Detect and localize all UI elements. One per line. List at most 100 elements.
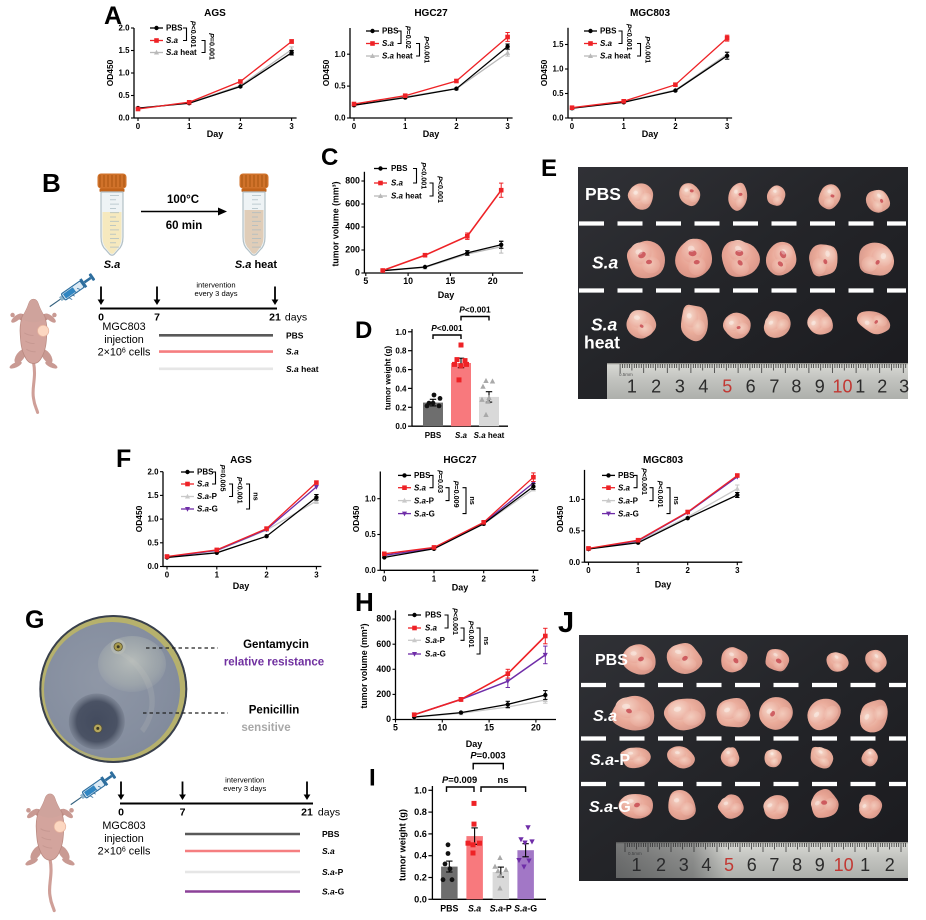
svg-text:5: 5 [363, 276, 368, 286]
svg-text:OD450: OD450 [105, 59, 115, 86]
svg-text:1: 1 [403, 122, 408, 131]
svg-text:0.5: 0.5 [365, 530, 377, 539]
svg-text:0.0: 0.0 [414, 894, 427, 904]
svg-text:2: 2 [651, 377, 661, 397]
svg-text:PBS: PBS [585, 184, 621, 204]
svg-text:P=0.009: P=0.009 [452, 481, 461, 508]
svg-text:MGC803: MGC803 [630, 8, 670, 19]
svg-text:ns: ns [498, 774, 509, 785]
svg-text:1.0: 1.0 [335, 50, 347, 59]
svg-text:5: 5 [393, 723, 398, 733]
svg-text:injection: injection [104, 833, 144, 845]
svg-text:400: 400 [345, 222, 360, 232]
svg-text:1: 1 [432, 574, 437, 583]
svg-text:9: 9 [815, 855, 825, 875]
svg-text:3: 3 [675, 377, 685, 397]
svg-text:D: D [355, 317, 372, 344]
svg-text:days: days [285, 312, 307, 324]
svg-text:S.a-P: S.a-P [322, 867, 344, 877]
svg-text:S.a: S.a [104, 259, 121, 271]
svg-text:Day: Day [466, 739, 483, 749]
svg-text:10: 10 [834, 855, 854, 875]
svg-text:OD450: OD450 [351, 505, 361, 532]
svg-text:B: B [42, 168, 61, 198]
svg-text:0.0: 0.0 [335, 114, 347, 123]
svg-text:600: 600 [345, 199, 360, 209]
svg-text:J: J [558, 607, 574, 639]
svg-text:2: 2 [238, 122, 243, 131]
svg-text:0.8: 0.8 [414, 807, 427, 817]
svg-text:OD450: OD450 [321, 59, 331, 86]
svg-text:60 min: 60 min [166, 220, 202, 232]
svg-text:2: 2 [885, 855, 895, 875]
svg-text:S.a: S.a [322, 846, 335, 856]
svg-text:S.a: S.a [592, 253, 619, 273]
svg-text:0.6: 0.6 [414, 829, 427, 839]
svg-text:3: 3 [314, 571, 319, 580]
svg-text:S.a heat: S.a heat [382, 52, 413, 61]
svg-text:OD450: OD450 [134, 505, 144, 532]
svg-text:1: 1 [636, 566, 641, 575]
svg-text:S.a-G: S.a-G [589, 799, 631, 816]
svg-text:P<0.001: P<0.001 [236, 477, 245, 504]
svg-text:S.a-P: S.a-P [425, 636, 446, 645]
svg-text:MGC803: MGC803 [643, 455, 683, 466]
svg-text:200: 200 [345, 245, 360, 255]
svg-text:ns: ns [672, 496, 681, 504]
svg-text:1.0: 1.0 [365, 494, 377, 503]
svg-text:0.2: 0.2 [414, 873, 427, 883]
svg-text:1: 1 [622, 122, 627, 131]
svg-text:10: 10 [832, 377, 852, 397]
svg-text:6: 6 [746, 377, 756, 397]
svg-text:intervention: intervention [225, 776, 264, 785]
svg-text:3: 3 [289, 122, 294, 131]
svg-text:S.a: S.a [618, 483, 631, 492]
svg-text:6: 6 [747, 855, 757, 875]
svg-text:Day: Day [423, 129, 440, 139]
svg-text:S.a heat: S.a heat [600, 52, 631, 61]
svg-text:tumor volume (mm³): tumor volume (mm³) [359, 623, 369, 708]
svg-text:S.a: S.a [286, 347, 299, 357]
svg-text:7: 7 [154, 312, 160, 324]
svg-text:S.a heat: S.a heat [391, 192, 422, 201]
svg-text:600: 600 [376, 639, 391, 649]
svg-text:C: C [321, 144, 338, 171]
svg-text:0.0: 0.0 [553, 114, 565, 123]
svg-text:S.a-G: S.a-G [414, 509, 435, 518]
svg-text:P<0.001: P<0.001 [467, 621, 476, 648]
svg-text:AGS: AGS [230, 455, 252, 466]
svg-text:0.0: 0.0 [148, 562, 160, 571]
svg-text:0.0: 0.0 [365, 566, 377, 575]
svg-text:OD450: OD450 [539, 59, 549, 86]
svg-text:P=0.03: P=0.03 [436, 470, 445, 493]
svg-text:S.a heat: S.a heat [474, 431, 505, 440]
svg-text:AGS: AGS [204, 8, 226, 19]
svg-text:1: 1 [627, 377, 637, 397]
svg-text:S.a: S.a [591, 315, 618, 335]
svg-text:5: 5 [722, 377, 732, 397]
svg-text:200: 200 [376, 689, 391, 699]
svg-text:S.a: S.a [425, 624, 438, 633]
svg-text:1.0: 1.0 [414, 785, 427, 795]
svg-text:1.0: 1.0 [569, 495, 581, 504]
svg-text:3: 3 [725, 122, 730, 131]
svg-text:I: I [369, 765, 376, 792]
svg-text:21: 21 [301, 807, 313, 819]
svg-text:1: 1 [860, 855, 870, 875]
svg-text:S.a: S.a [414, 483, 427, 492]
svg-text:0.4: 0.4 [414, 851, 428, 861]
svg-text:S.a heat: S.a heat [286, 364, 319, 374]
svg-text:S.a-G: S.a-G [425, 650, 446, 659]
svg-text:PBS: PBS [414, 471, 431, 480]
svg-text:PBS: PBS [322, 829, 340, 839]
svg-text:0: 0 [586, 566, 591, 575]
svg-text:PBS: PBS [286, 330, 304, 340]
svg-text:1.0: 1.0 [119, 69, 131, 78]
svg-text:intervention: intervention [196, 281, 235, 290]
svg-text:Day: Day [655, 580, 672, 590]
svg-text:HGC27: HGC27 [443, 455, 477, 466]
svg-text:A: A [104, 2, 122, 30]
svg-text:2.0: 2.0 [119, 24, 131, 33]
svg-text:S.a-P: S.a-P [414, 496, 435, 505]
svg-text:0.5: 0.5 [569, 526, 581, 535]
